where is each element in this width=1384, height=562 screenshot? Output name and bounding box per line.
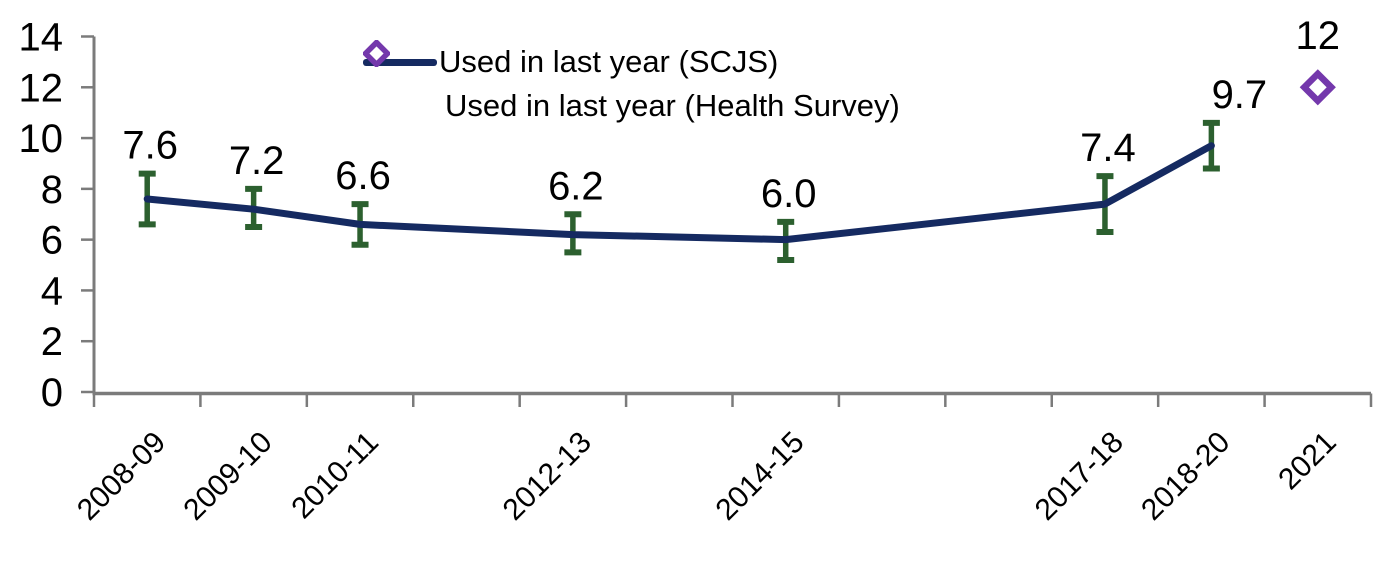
y-tick-label: 12 bbox=[19, 66, 64, 110]
x-tick-label: 2014-15 bbox=[709, 426, 810, 527]
data-label: 7.6 bbox=[122, 124, 178, 168]
legend-label-scjs: Used in last year (SCJS) bbox=[439, 44, 779, 79]
data-label: 6.0 bbox=[761, 172, 817, 216]
x-tick-label: 2010-11 bbox=[285, 426, 385, 526]
data-label: 7.4 bbox=[1080, 126, 1136, 170]
x-tick-label: 2009-10 bbox=[177, 426, 278, 527]
scjs-line-swatch bbox=[363, 58, 437, 66]
y-tick-label: 10 bbox=[19, 117, 64, 161]
y-tick-label: 2 bbox=[41, 320, 63, 364]
data-label: 6.6 bbox=[335, 154, 391, 198]
scjs-line bbox=[143, 142, 1215, 244]
data-label: 7.2 bbox=[229, 139, 285, 183]
x-tick-label: 2017-18 bbox=[1029, 426, 1130, 527]
data-label: 9.7 bbox=[1212, 73, 1268, 117]
x-tick-label: 2008-09 bbox=[71, 426, 172, 527]
y-tick-label: 14 bbox=[19, 16, 64, 60]
legend-item-scjs: Used in last year (SCJS) bbox=[363, 40, 900, 84]
health-survey-diamond bbox=[1299, 69, 1336, 106]
x-tick-label: 2018-20 bbox=[1135, 426, 1236, 527]
diamond-icon bbox=[363, 40, 390, 67]
x-tick-label: 2021 bbox=[1272, 426, 1343, 497]
data-label: 12 bbox=[1296, 14, 1341, 58]
x-tick-label: 2012-13 bbox=[497, 426, 598, 527]
data-label: 6.2 bbox=[548, 164, 604, 208]
y-tick-label: 4 bbox=[41, 269, 63, 313]
y-tick-label: 8 bbox=[41, 168, 63, 212]
y-tick-label: 0 bbox=[41, 371, 63, 415]
legend-label-health-survey: Used in last year (Health Survey) bbox=[445, 88, 900, 123]
y-tick-label: 6 bbox=[41, 219, 63, 263]
legend: Used in last year (SCJS) Used in last ye… bbox=[363, 40, 900, 128]
legend-item-health-survey: Used in last year (Health Survey) bbox=[363, 40, 900, 128]
